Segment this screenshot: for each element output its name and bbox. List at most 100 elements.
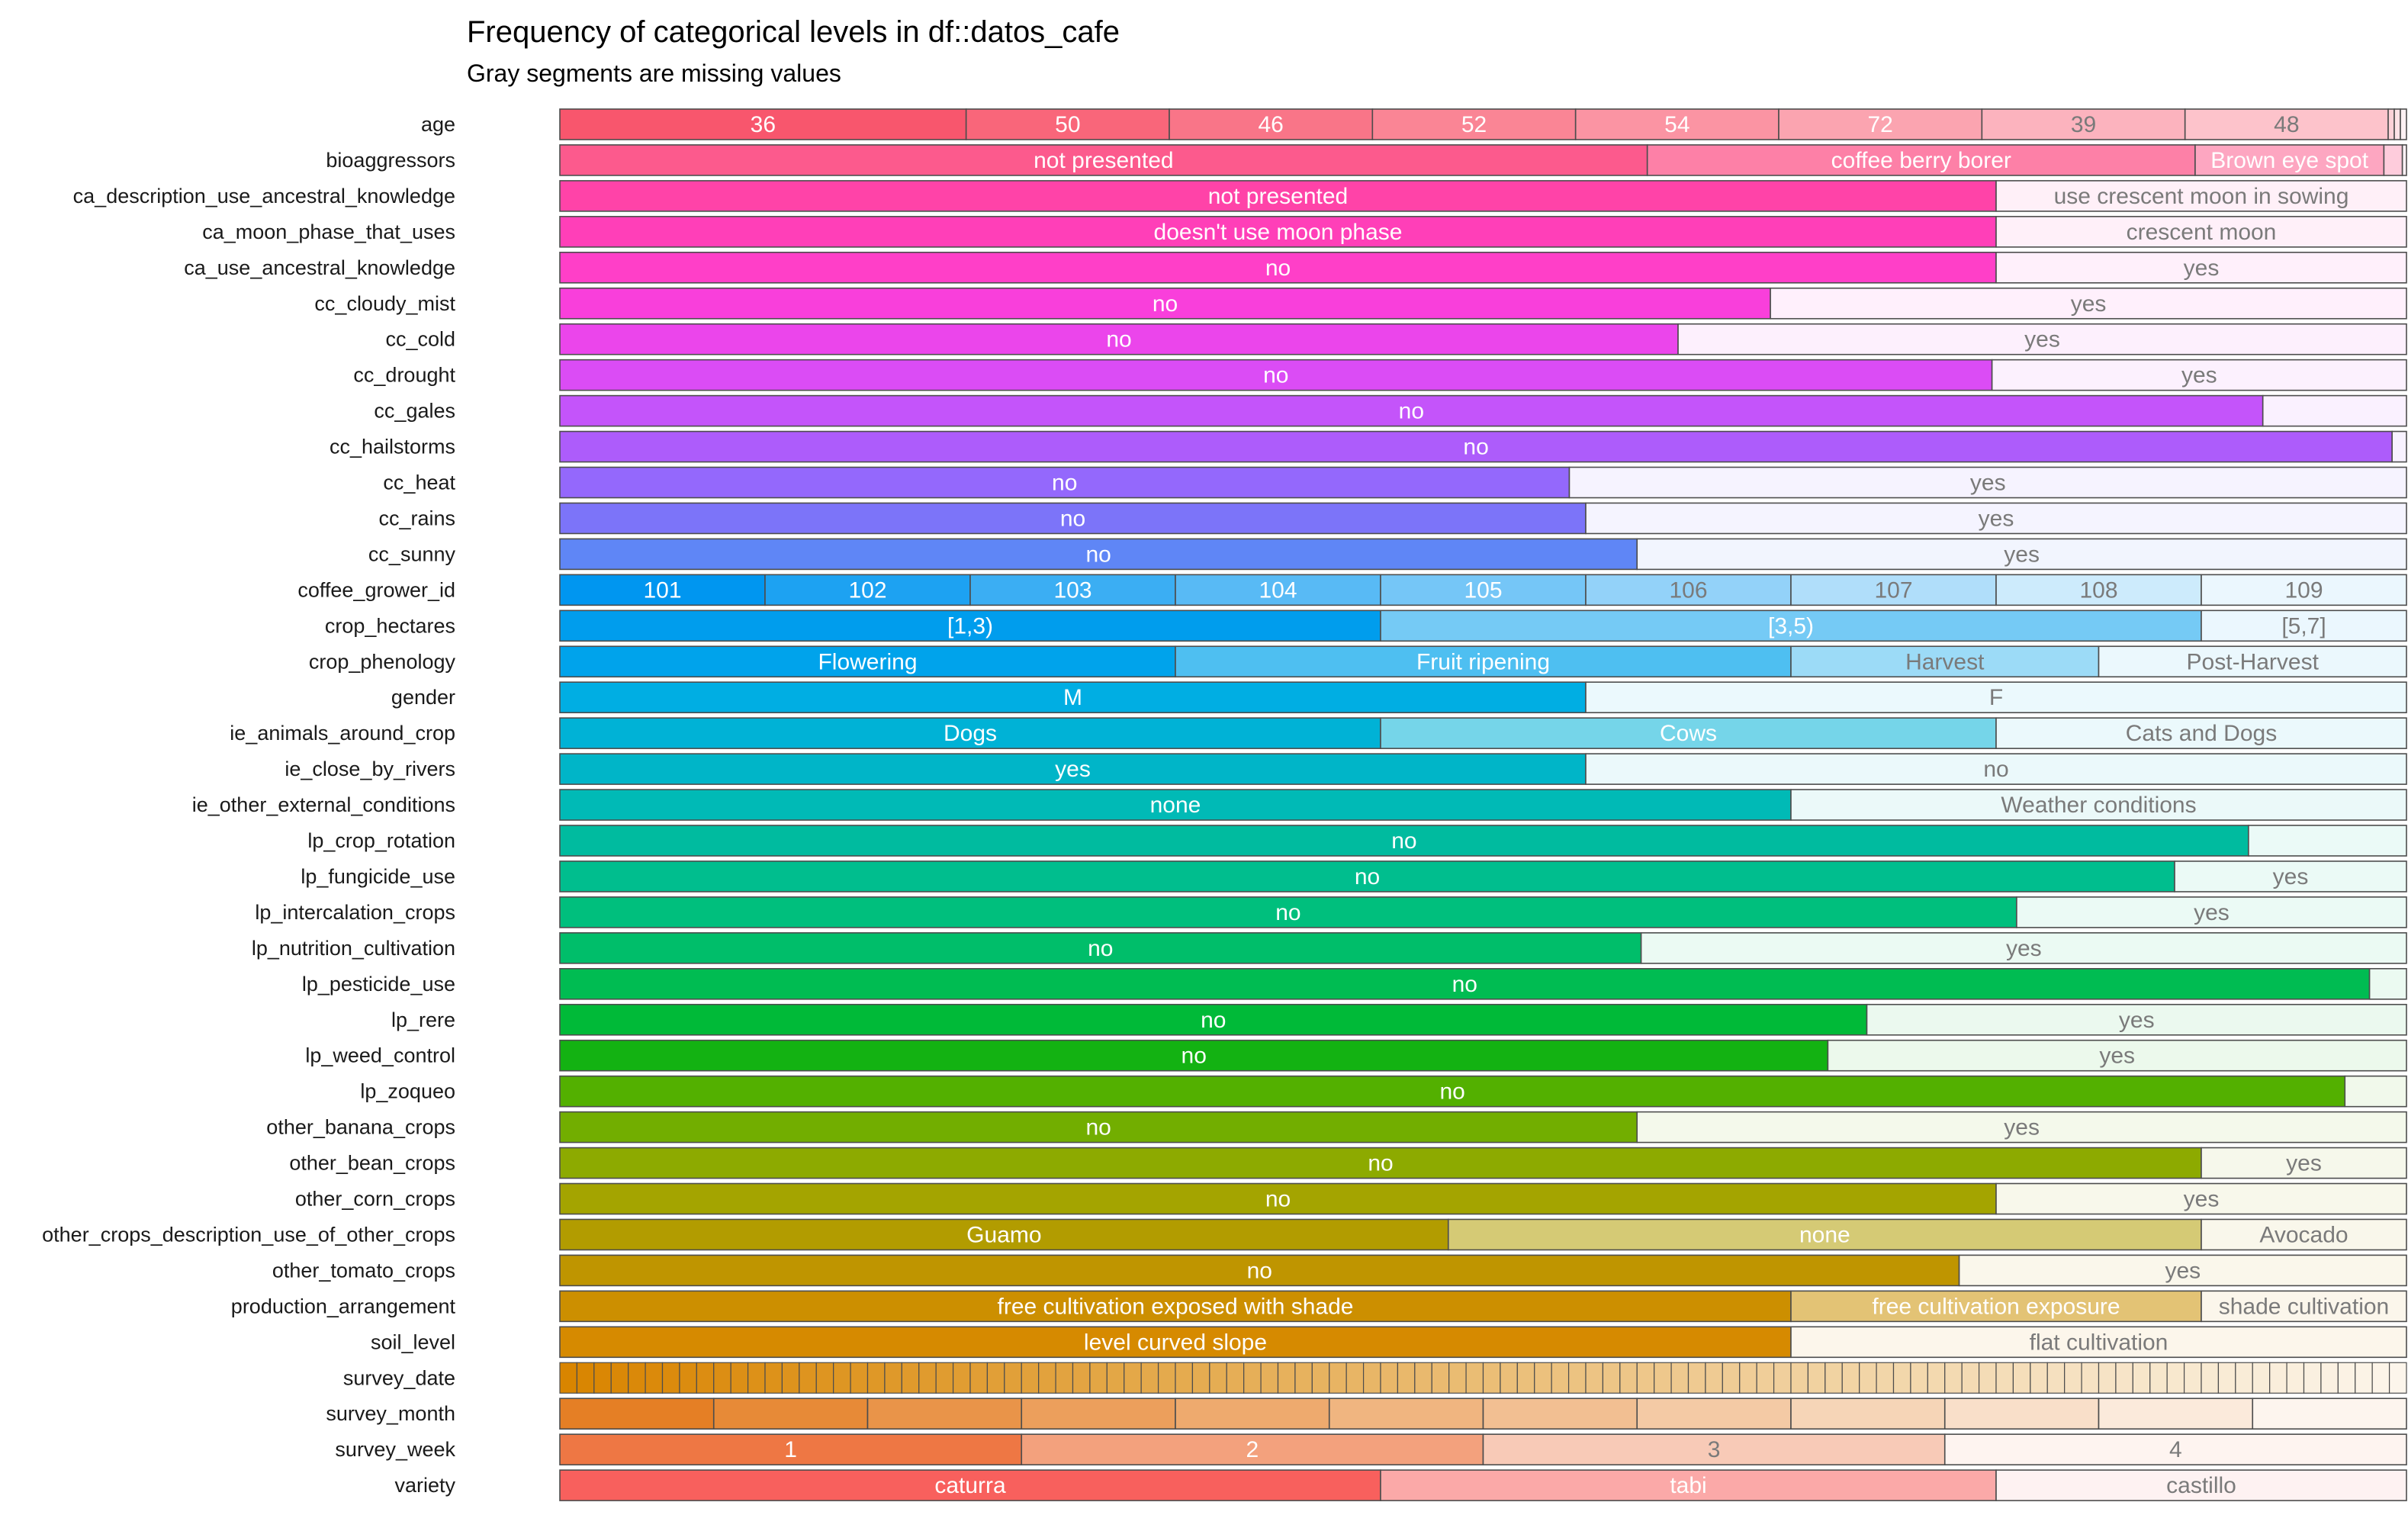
bar-segment — [1585, 574, 1792, 606]
bar-segment — [559, 896, 2017, 928]
row-label: survey_date — [343, 1366, 455, 1389]
segment-label: caturra — [934, 1473, 1006, 1498]
bar-segment — [2252, 1362, 2271, 1394]
bar-segment — [559, 1398, 715, 1430]
bar-segment — [1995, 251, 2407, 284]
bar-segment — [2355, 1362, 2373, 1394]
segment-label: 54 — [1664, 112, 1689, 137]
bar-segment — [850, 1362, 869, 1394]
segment-label: yes — [2099, 1044, 2135, 1069]
bar-segment — [1991, 359, 2407, 391]
bar-segment — [559, 1075, 2346, 1108]
bar-segment — [1585, 753, 2407, 785]
bar-segment — [1243, 1362, 1262, 1394]
bar-segment — [1876, 1362, 1895, 1394]
bar-segment — [1636, 1398, 1792, 1430]
bar-segment — [1038, 1362, 1056, 1394]
bar-segment — [1790, 789, 2407, 821]
bar-segment — [935, 1362, 954, 1394]
row-label: other_crops_description_use_of_other_cro… — [42, 1223, 455, 1246]
row-label: variety — [394, 1474, 455, 1497]
bar-segment — [781, 1362, 800, 1394]
row-label: cc_cold — [385, 328, 455, 351]
bar-segment — [2394, 108, 2401, 140]
bar-segment — [1654, 1362, 1672, 1394]
bar-segment — [559, 251, 1997, 284]
bar-segment — [1140, 1362, 1159, 1394]
bar-segment — [1209, 1362, 1227, 1394]
bar-segment — [884, 1362, 902, 1394]
segment-label: 109 — [2284, 577, 2323, 603]
segment-label: Post-Harvest — [2187, 649, 2320, 674]
bar-segment — [2269, 1362, 2287, 1394]
bar-segment — [747, 1362, 766, 1394]
bar-segment — [2400, 108, 2407, 140]
bar-segment — [2030, 1362, 2048, 1394]
segment-label: no — [1088, 936, 1113, 961]
bar-segment — [1414, 1362, 1432, 1394]
bar-segment — [2344, 1075, 2407, 1108]
row-label: survey_week — [335, 1438, 455, 1461]
row-label: crop_hectares — [325, 614, 455, 637]
bar-segment — [559, 323, 1679, 355]
bar-segment — [1175, 645, 1792, 678]
row-label: crop_phenology — [309, 650, 456, 673]
segment-label: Cats and Dogs — [2126, 721, 2277, 746]
segment-label: yes — [1055, 757, 1091, 782]
row-label: cc_heat — [383, 471, 455, 494]
bar-segment — [645, 1362, 664, 1394]
segment-label: yes — [2286, 1151, 2322, 1176]
bar-segment — [2401, 144, 2407, 176]
bar-segment — [2081, 1362, 2100, 1394]
segment-label: yes — [1979, 506, 2014, 531]
row-label: production_arrangement — [231, 1295, 456, 1317]
chart-subtitle: Gray segments are missing values — [467, 60, 841, 87]
bar-segment — [1169, 108, 1374, 140]
bar-rows: age 36 50 46 52 54 72 39 48 bioaggressors not pres… — [42, 108, 2407, 1501]
segment-label: no — [1060, 506, 1085, 531]
bar-segment — [559, 1254, 1960, 1287]
segment-label: 103 — [1053, 577, 1091, 603]
row-label: lp_rere — [391, 1008, 455, 1031]
bar-segment — [2201, 574, 2407, 606]
bar-segment — [2201, 1218, 2407, 1251]
bar-segment — [1790, 1290, 2202, 1323]
segment-label: 107 — [1874, 577, 1912, 603]
bar-segment — [1739, 1362, 1757, 1394]
bar-segment — [815, 1362, 834, 1394]
segment-label: no — [1247, 1258, 1272, 1283]
segment-label: yes — [2006, 936, 2042, 961]
segment-label: Flowering — [818, 649, 917, 674]
bar-segment — [969, 1362, 989, 1394]
bar-segment — [1995, 574, 2202, 606]
bar-segment — [1055, 1362, 1074, 1394]
bar-segment — [1705, 1362, 1723, 1394]
bar-segment — [1431, 1362, 1450, 1394]
segment-label: castillo — [2166, 1473, 2236, 1498]
bar-segment — [1157, 1362, 1176, 1394]
bar-segment — [1943, 1433, 2407, 1465]
bar-segment — [2248, 825, 2407, 857]
segment-label: not presented — [1034, 148, 1173, 173]
bar-segment — [1124, 1362, 1142, 1394]
segment-label: yes — [2071, 291, 2107, 317]
segment-label: no — [1355, 864, 1380, 889]
bar-segment — [1568, 466, 2407, 499]
segment-label: free cultivation exposure — [1872, 1294, 2120, 1319]
segment-label: Guamo — [966, 1222, 1041, 1247]
segment-label: 104 — [1259, 577, 1297, 603]
bar-segment — [559, 1111, 1638, 1143]
bar-segment — [559, 502, 1587, 535]
bar-segment — [1482, 1433, 1946, 1465]
bar-segment — [1004, 1362, 1022, 1394]
bar-segment — [2337, 1362, 2356, 1394]
bar-segment — [679, 1362, 697, 1394]
bar-segment — [1567, 1362, 1587, 1394]
segment-label: M — [1063, 685, 1082, 710]
row-label: other_bean_crops — [289, 1152, 455, 1175]
bar-segment — [1397, 1362, 1416, 1394]
bar-segment — [1021, 1362, 1040, 1394]
bar-segment — [559, 610, 1381, 642]
bar-segment — [2098, 645, 2407, 678]
bar-segment — [1585, 681, 2407, 714]
